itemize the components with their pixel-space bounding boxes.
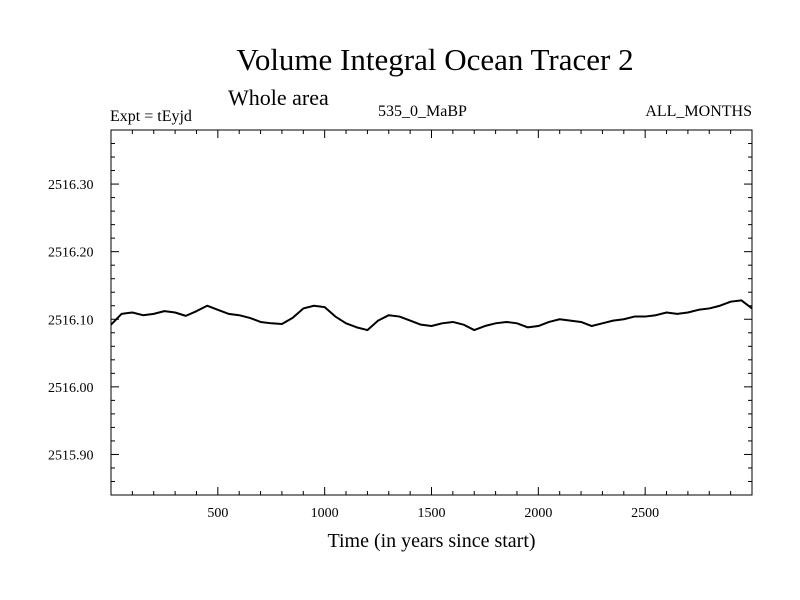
period-label: ALL_MONTHS xyxy=(645,103,752,120)
plot-frame xyxy=(110,129,753,496)
x-tick-label: 1000 xyxy=(311,506,339,521)
series-line xyxy=(110,299,753,332)
y-axis: 2515.90 2516.00 2516.10 2516.20 2516.30 xyxy=(48,143,752,482)
x-axis-label: Time (in years since start) xyxy=(327,530,535,552)
experiment-label: Expt = tEyjd xyxy=(110,108,192,125)
y-tick-label: 2516.00 xyxy=(48,381,94,396)
y-tick-label: 2515.90 xyxy=(48,448,94,463)
run-label: 535_0_MaBP xyxy=(378,103,467,120)
x-axis: 500 1000 1500 2000 2500 xyxy=(110,130,753,521)
chart-subtitle: Whole area xyxy=(228,85,329,110)
x-tick-label: 1500 xyxy=(418,506,446,521)
series-layer xyxy=(110,299,753,332)
x-tick-label: 2500 xyxy=(631,506,659,521)
y-tick-label: 2516.10 xyxy=(48,313,94,328)
y-tick-label: 2516.20 xyxy=(48,246,94,261)
y-tick-label: 2516.30 xyxy=(48,178,94,193)
chart-title: Volume Integral Ocean Tracer 2 xyxy=(236,42,634,77)
x-tick-label: 500 xyxy=(207,506,228,521)
x-tick-label: 2000 xyxy=(524,506,552,521)
